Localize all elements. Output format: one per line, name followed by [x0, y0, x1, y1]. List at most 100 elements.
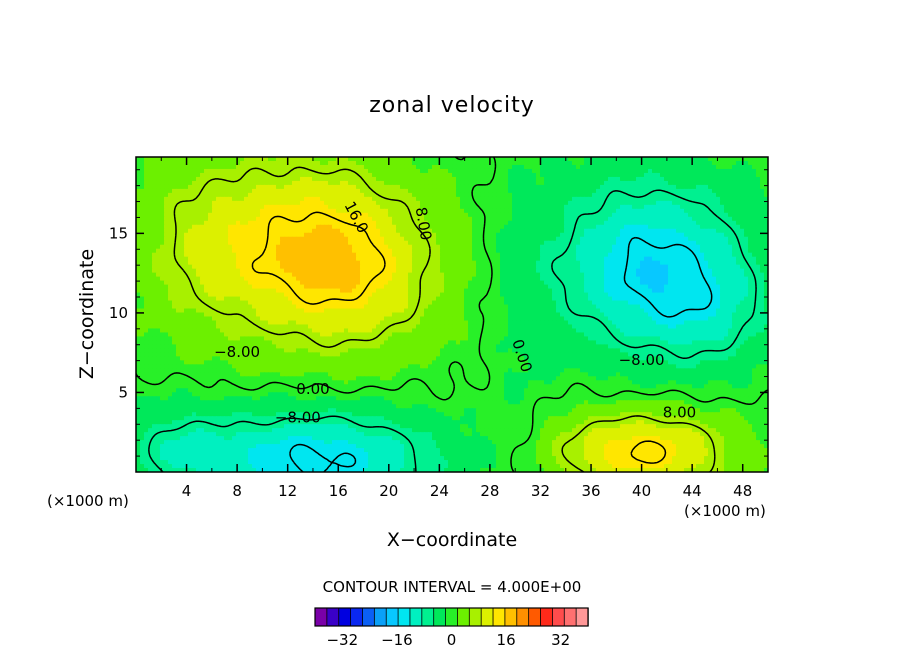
field-cell	[268, 268, 273, 274]
field-cell	[188, 188, 193, 194]
field-cell	[656, 256, 661, 262]
field-cell	[264, 272, 269, 278]
field-cell	[408, 216, 413, 222]
field-cell	[332, 232, 337, 238]
field-cell	[296, 268, 301, 274]
field-cell	[260, 160, 265, 166]
field-cell	[396, 248, 401, 254]
field-cell	[472, 280, 477, 286]
field-cell	[416, 168, 421, 174]
field-cell	[140, 224, 145, 230]
field-cell	[220, 272, 225, 278]
field-cell	[164, 268, 169, 274]
field-cell	[504, 268, 509, 274]
field-cell	[324, 172, 329, 178]
field-cell	[160, 248, 165, 254]
field-cell	[548, 157, 553, 162]
field-cell	[252, 232, 257, 238]
field-cell	[308, 168, 313, 174]
field-cell	[644, 228, 649, 234]
field-cell	[476, 276, 481, 282]
field-cell	[624, 256, 629, 262]
field-cell	[216, 196, 221, 202]
field-cell	[548, 244, 553, 250]
field-cell	[200, 184, 205, 190]
field-cell	[380, 228, 385, 234]
field-cell	[680, 208, 685, 214]
field-cell	[508, 172, 513, 178]
field-cell	[680, 256, 685, 262]
field-cell	[500, 172, 505, 178]
field-cell	[508, 160, 513, 166]
field-cell	[276, 196, 281, 202]
field-cell	[680, 212, 685, 218]
field-cell	[160, 164, 165, 170]
field-cell	[400, 172, 405, 178]
field-cell	[240, 276, 245, 282]
field-cell	[644, 208, 649, 214]
field-cell	[288, 184, 293, 190]
field-cell	[412, 184, 417, 190]
field-cell	[524, 252, 529, 258]
field-cell	[680, 188, 685, 194]
field-cell	[328, 232, 333, 238]
field-cell	[264, 164, 269, 170]
field-cell	[496, 228, 501, 234]
field-cell	[460, 232, 465, 238]
field-cell	[596, 260, 601, 266]
field-cell	[280, 240, 285, 246]
field-cell	[424, 232, 429, 238]
field-cell	[672, 164, 677, 170]
field-cell	[448, 208, 453, 214]
field-cell	[168, 212, 173, 218]
field-cell	[696, 228, 701, 234]
field-cell	[716, 268, 721, 274]
field-cell	[256, 240, 261, 246]
field-cell	[232, 172, 237, 178]
field-cell	[676, 196, 681, 202]
field-cell	[340, 260, 345, 266]
field-cell	[184, 228, 189, 234]
field-cell	[584, 184, 589, 190]
field-cell	[616, 180, 621, 186]
field-cell	[548, 184, 553, 190]
field-cell	[548, 172, 553, 178]
field-cell	[280, 216, 285, 222]
field-cell	[492, 240, 497, 246]
field-cell	[380, 220, 385, 226]
field-cell	[736, 244, 741, 250]
field-cell	[692, 220, 697, 226]
field-cell	[612, 268, 617, 274]
field-cell	[392, 264, 397, 270]
field-cell	[452, 196, 457, 202]
field-cell	[704, 268, 709, 274]
field-cell	[432, 192, 437, 198]
field-cell	[152, 236, 157, 242]
field-cell	[276, 164, 281, 170]
field-cell	[300, 240, 305, 246]
field-cell	[408, 200, 413, 206]
field-cell	[428, 228, 433, 234]
field-cell	[272, 228, 277, 234]
field-cell	[480, 280, 485, 286]
field-cell	[616, 252, 621, 258]
field-cell	[604, 212, 609, 218]
field-cell	[608, 272, 613, 278]
field-cell	[400, 168, 405, 174]
field-cell	[620, 264, 625, 270]
field-cell	[168, 184, 173, 190]
field-cell	[732, 212, 737, 218]
field-cell	[388, 264, 393, 270]
field-cell	[148, 220, 153, 226]
field-cell	[440, 264, 445, 270]
field-cell	[496, 188, 501, 194]
field-cell	[748, 164, 753, 170]
field-cell	[420, 172, 425, 178]
field-cell	[292, 157, 297, 162]
field-cell	[292, 252, 297, 258]
field-cell	[248, 232, 253, 238]
field-cell	[256, 172, 261, 178]
field-cell	[328, 212, 333, 218]
field-cell	[180, 157, 185, 162]
field-cell	[256, 264, 261, 270]
